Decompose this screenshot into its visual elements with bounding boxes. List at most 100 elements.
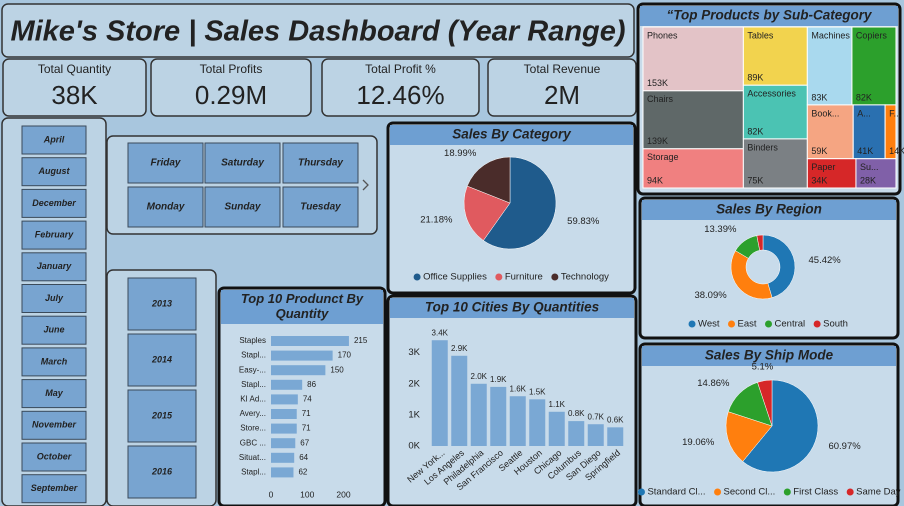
chart-title: Sales By Ship Mode xyxy=(705,348,834,363)
month-label: May xyxy=(45,388,64,398)
kpi-card xyxy=(150,58,312,117)
data-label: 18.99% xyxy=(444,148,477,159)
legend-label: First Class xyxy=(793,487,838,498)
year-button[interactable] xyxy=(127,277,197,331)
treemap-tile xyxy=(806,26,853,106)
data-label: 13.39% xyxy=(704,224,737,235)
month-button[interactable] xyxy=(21,410,87,440)
legend-swatch xyxy=(551,273,559,281)
month-button[interactable] xyxy=(21,315,87,345)
tile-value: 75K xyxy=(747,175,763,185)
year-label: 2013 xyxy=(151,298,172,308)
month-label: September xyxy=(31,483,78,493)
y-tick-label: Easy-... xyxy=(239,365,266,374)
pie-slice xyxy=(757,379,773,427)
year-label: 2016 xyxy=(151,466,173,476)
legend-label: Technology xyxy=(561,272,609,283)
month-label: July xyxy=(45,293,64,303)
tile-label: Chairs xyxy=(647,94,674,104)
kpi-card xyxy=(487,58,637,117)
tile-value: 89K xyxy=(747,73,763,83)
chart-title: “Top Products by Sub-Category xyxy=(666,8,873,23)
treemap-tile xyxy=(642,148,744,189)
data-label: 59.83% xyxy=(567,216,600,227)
legend-swatch xyxy=(846,488,854,496)
tile-value: 153K xyxy=(647,78,668,88)
chart-header xyxy=(390,298,634,318)
tile-value: 14K xyxy=(889,146,904,156)
bar xyxy=(271,365,326,376)
month-button[interactable] xyxy=(21,442,87,472)
data-label: 215 xyxy=(354,336,368,345)
scroll-arrow[interactable] xyxy=(362,179,369,191)
day-label: Sunday xyxy=(224,202,261,213)
data-label: 71 xyxy=(302,409,311,418)
data-label: 5.1% xyxy=(752,361,774,372)
year-button[interactable] xyxy=(127,445,197,499)
legend-swatch xyxy=(413,273,421,281)
y-tick-label: Stapl... xyxy=(241,380,266,389)
bar xyxy=(607,427,624,446)
bar xyxy=(451,355,468,446)
chart-header xyxy=(642,200,896,220)
treemap-tile xyxy=(642,90,744,150)
chart-panel xyxy=(638,196,900,340)
treemap-tile xyxy=(852,104,886,160)
y-tick-label: Staples xyxy=(239,336,266,345)
data-label: 71 xyxy=(302,424,311,433)
data-label: 3.4K xyxy=(432,328,449,337)
data-label: 0.7K xyxy=(588,412,605,421)
data-label: 1.1K xyxy=(549,400,566,409)
month-button[interactable] xyxy=(21,252,87,282)
legend: Standard Cl... Second Cl... First Class Sam… xyxy=(637,487,901,498)
legend-swatch xyxy=(765,320,773,328)
day-button[interactable] xyxy=(204,142,281,184)
day-button[interactable] xyxy=(204,186,281,228)
legend-label: East xyxy=(738,319,757,330)
month-button[interactable] xyxy=(21,347,87,377)
month-button[interactable] xyxy=(21,188,87,218)
bar xyxy=(568,421,585,446)
treemap-tile xyxy=(855,158,897,189)
pie-slice xyxy=(725,411,773,462)
treemap-tile xyxy=(806,104,854,160)
month-button[interactable] xyxy=(21,284,87,313)
tile-value: 82K xyxy=(747,126,763,136)
year-button[interactable] xyxy=(127,333,197,387)
chart-header xyxy=(390,125,633,145)
dashboard-title: Mike's Store | Sales Dashboard (Year Ran… xyxy=(10,16,625,48)
data-label: 14.86% xyxy=(697,378,730,389)
y-tick-label: 0K xyxy=(408,441,420,452)
legend-label: Second Cl... xyxy=(724,487,776,498)
tile-label: Phones xyxy=(647,30,678,40)
data-label: 2.9K xyxy=(451,344,468,353)
legend-swatch xyxy=(783,488,791,496)
month-button[interactable] xyxy=(21,220,87,250)
day-button[interactable] xyxy=(282,186,359,228)
month-button[interactable] xyxy=(21,474,87,504)
y-tick-label: Stapl... xyxy=(241,351,266,360)
pie-slice xyxy=(466,156,511,204)
bar xyxy=(271,467,294,478)
y-tick-label: Stapl... xyxy=(241,468,266,477)
day-button[interactable] xyxy=(127,142,204,184)
month-label: October xyxy=(37,451,72,461)
chart-title: Sales By Region xyxy=(716,202,822,217)
title-line: Quantity xyxy=(276,306,329,321)
data-label: 62 xyxy=(298,468,307,477)
month-button[interactable] xyxy=(21,125,87,155)
legend: West East Central South xyxy=(688,319,848,330)
tile-value: 28K xyxy=(860,175,876,185)
month-label: December xyxy=(32,198,76,208)
treemap-tile xyxy=(806,158,857,189)
month-button[interactable] xyxy=(21,157,87,187)
bar xyxy=(509,396,526,446)
year-button[interactable] xyxy=(127,389,197,443)
day-button[interactable] xyxy=(282,142,359,184)
tile-value: 41K xyxy=(857,146,873,156)
y-tick-label: Avery... xyxy=(240,409,266,418)
tile-label: Storage xyxy=(647,152,679,162)
day-button[interactable] xyxy=(127,186,204,228)
month-button[interactable] xyxy=(21,379,87,409)
y-tick-label: 2K xyxy=(408,378,420,389)
